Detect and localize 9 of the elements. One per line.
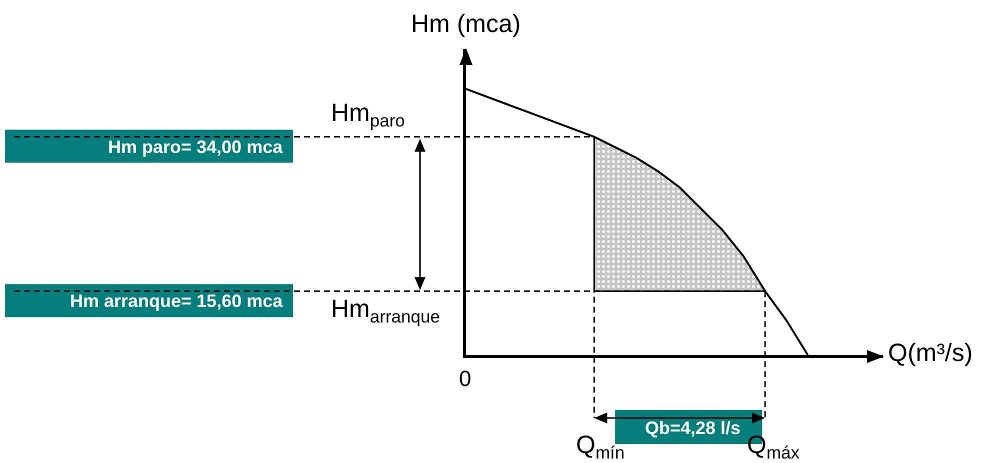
text: 0	[459, 366, 472, 391]
y-axis-title: Hm (mca)	[411, 10, 521, 38]
x-axis-title: Q(m³/s)	[888, 339, 973, 367]
text: Hm paro= 34,00 mca	[108, 137, 284, 157]
ref-line-label: Hm$_{paro}$	[331, 99, 405, 130]
ref-line-label: Hm$_{arranque}$	[331, 295, 440, 326]
text: Qb=4,28 l/s	[645, 418, 741, 438]
text: Hm arranque= 15,60 mca	[70, 291, 284, 311]
text: Q$_{mín}$	[576, 431, 625, 462]
